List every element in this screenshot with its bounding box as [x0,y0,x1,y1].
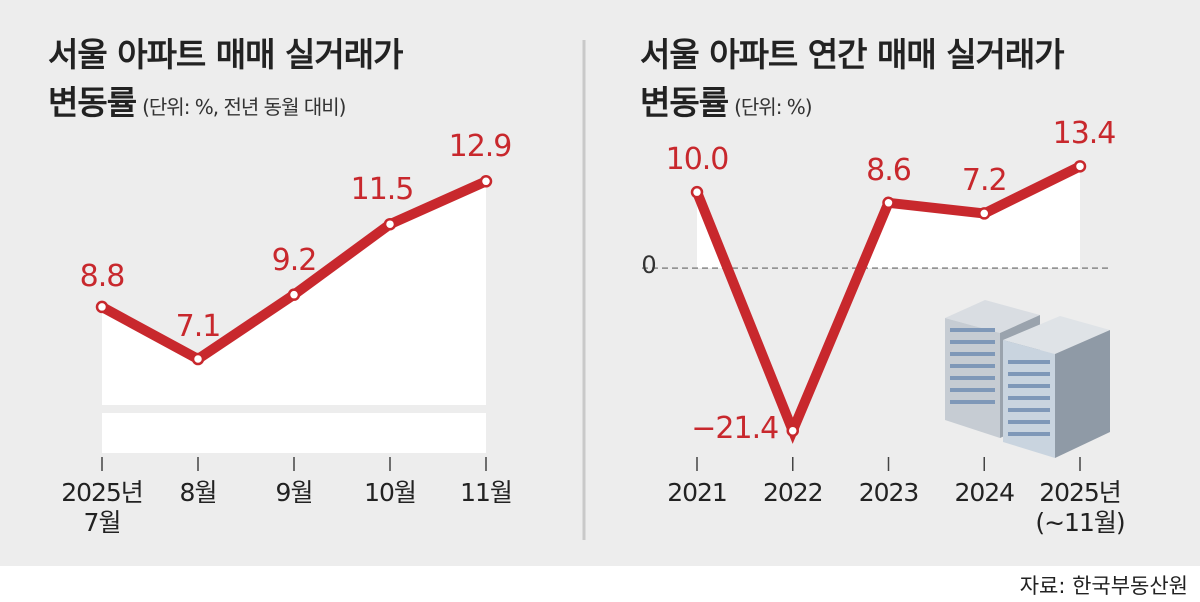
x-tick-label: 9월 [275,478,314,507]
source-note: 자료: 한국부동산원 [1019,574,1188,598]
data-point [882,196,895,210]
x-tick-label: 11월 [460,478,513,507]
data-label: −21.4 [691,410,779,446]
data-point [191,352,205,366]
data-label: 7.2 [961,163,1008,199]
x-tick-label: 2024 [954,478,1015,507]
data-label: 10.0 [665,142,730,178]
data-label: 12.9 [448,129,513,165]
axis-break-band [102,413,486,453]
data-label: 11.5 [350,172,415,208]
data-point [287,288,301,301]
data-point [786,424,799,437]
x-tick-label: 2025년 7월 [61,478,144,537]
background [0,0,1200,566]
title-line: 변동률 [640,83,729,122]
area-fill [697,166,1080,269]
data-label: 9.2 [271,242,318,278]
title-line: 서울 아파트 연간 매매 실거래가 [640,35,1065,74]
data-point [978,207,991,220]
x-tick-label: 8월 [179,478,218,507]
data-label: 8.8 [79,258,126,294]
unit-label: (단위: %, 전년 동월 대비) [142,95,346,119]
x-tick-label: 10월 [364,478,417,507]
data-point [1073,160,1087,173]
chart-title: 서울 아파트 연간 매매 실거래가 변동률 (단위: %) [640,28,1065,124]
x-tick-label: 2022 [762,478,824,507]
area-fill [102,181,486,405]
title-line: 변동률 [48,83,137,122]
title-line: 서울 아파트 매매 실거래가 [48,35,403,74]
data-point [690,185,704,199]
unit-label: (단위: %) [734,95,813,119]
x-tick-label: 2025년 (∼11월) [1035,478,1125,537]
building-illustration [945,300,1110,458]
data-label: 13.4 [1052,116,1117,152]
data-label: 7.1 [175,309,222,345]
y-tick-label: 0 [641,251,656,279]
x-tick-label: 2023 [858,478,920,507]
data-point [95,300,109,314]
data-point [479,175,493,188]
data-point [383,217,397,231]
chart-title: 서울 아파트 매매 실거래가 변동률 (단위: %, 전년 동월 대비) [48,28,403,124]
data-label: 8.6 [866,152,912,188]
x-tick-label: 2021 [667,478,728,507]
